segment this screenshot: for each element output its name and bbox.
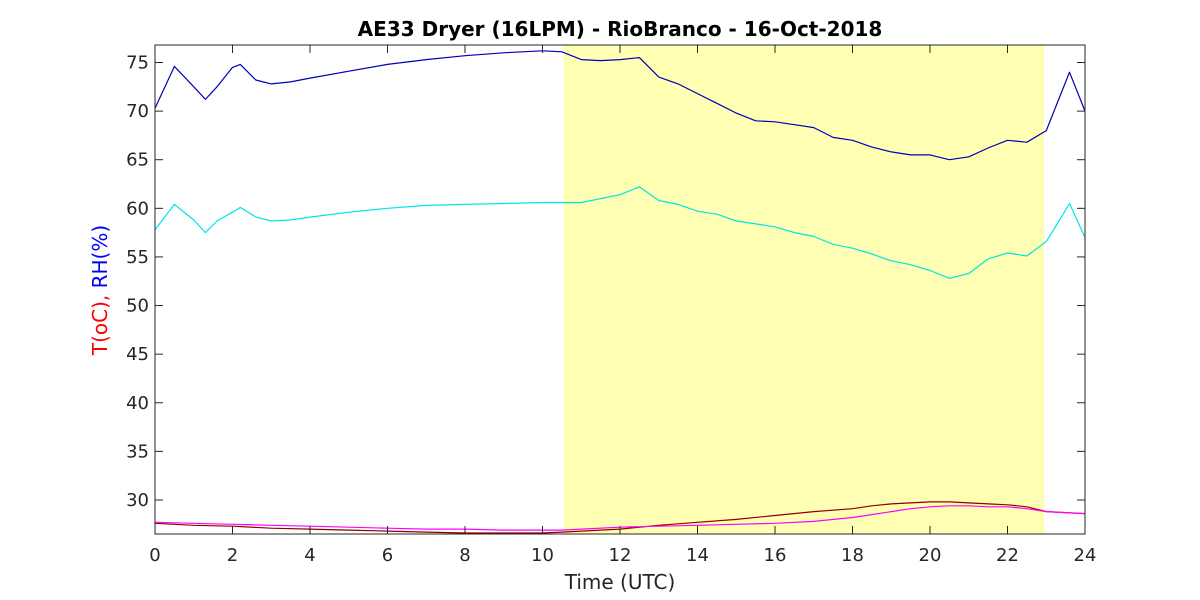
x-tick-label: 20 <box>919 545 942 566</box>
y-axis-label-humidity: RH(%) <box>88 225 112 295</box>
x-tick-label: 12 <box>609 545 632 566</box>
y-tick-label: 35 <box>126 441 149 462</box>
y-tick-label: 30 <box>126 490 149 511</box>
x-tick-label: 18 <box>841 545 864 566</box>
y-tick-label: 50 <box>126 296 149 317</box>
x-tick-label: 14 <box>686 545 709 566</box>
series-line-3 <box>154 501 1086 534</box>
series-line-1 <box>154 50 1086 161</box>
y-tick-label: 65 <box>126 150 149 171</box>
series-line-4 <box>154 505 1086 531</box>
y-tick-label: 55 <box>126 247 149 268</box>
x-tick-label: 4 <box>304 545 315 566</box>
y-axis-label: T(oC), RH(%) <box>88 225 112 356</box>
highlight-band <box>563 45 1045 534</box>
x-tick-label: 6 <box>382 545 393 566</box>
chart-title: AE33 Dryer (16LPM) - RioBranco - 16-Oct-… <box>358 17 883 41</box>
x-tick-label: 8 <box>459 545 470 566</box>
x-tick-label: 0 <box>149 545 160 566</box>
y-tick-label: 75 <box>126 52 149 73</box>
x-tick-label: 24 <box>1074 545 1097 566</box>
x-tick-label: 10 <box>531 545 554 566</box>
x-tick-label: 22 <box>996 545 1019 566</box>
y-tick-label: 60 <box>126 198 149 219</box>
y-tick-label: 45 <box>126 344 149 365</box>
x-tick-label: 16 <box>764 545 787 566</box>
y-tick-label: 70 <box>126 101 149 122</box>
x-tick-label: 2 <box>227 545 238 566</box>
x-axis-label: Time (UTC) <box>564 570 676 594</box>
series-line-2 <box>154 186 1086 279</box>
y-axis-label-temperature: T(oC), <box>88 295 112 356</box>
series-layer <box>154 50 1086 534</box>
ticks-layer: 0 2 4 6 8 10 12 14 16 18 20 22 243035404550556065707… <box>126 45 1096 566</box>
y-tick-label: 40 <box>126 393 149 414</box>
